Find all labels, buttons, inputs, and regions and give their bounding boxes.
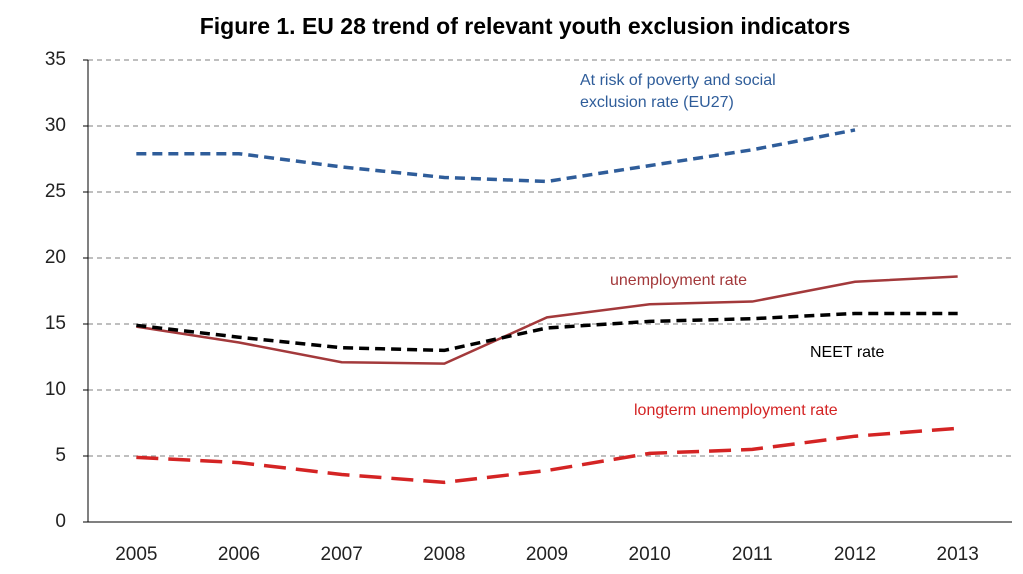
line — [136, 275, 958, 365]
x-tick-label: 2010 — [629, 544, 671, 565]
x-tick-label: 2005 — [115, 544, 157, 565]
y-tick-label: 15 — [45, 313, 66, 334]
x-tick-label: 2012 — [834, 544, 876, 565]
y-tick-label: 0 — [55, 511, 66, 532]
x-tick-label: 2008 — [423, 544, 465, 565]
x-tick-label: 2006 — [218, 544, 260, 565]
series-label: unemployment rate — [610, 272, 747, 289]
y-tick-label: 10 — [45, 379, 66, 400]
series-label: NEET rate — [810, 344, 885, 361]
line — [136, 311, 958, 353]
x-tick-label: 2007 — [321, 544, 363, 565]
chart-title: Figure 1. EU 28 trend of relevant youth … — [200, 13, 851, 39]
y-tick-label: 30 — [45, 115, 66, 136]
x-tick-label: 2009 — [526, 544, 568, 565]
series-label: At risk of poverty and social exclusion … — [580, 72, 776, 111]
line — [136, 128, 856, 184]
line — [136, 426, 958, 485]
y-tick-label: 25 — [45, 181, 66, 202]
series-label: longterm unemployment rate — [634, 402, 838, 419]
x-tick-label: 2013 — [937, 544, 979, 565]
y-tick-label: 5 — [55, 445, 66, 466]
y-tick-label: 35 — [45, 49, 66, 70]
x-tick-label: 2011 — [732, 544, 773, 565]
y-tick-label: 20 — [45, 247, 66, 268]
